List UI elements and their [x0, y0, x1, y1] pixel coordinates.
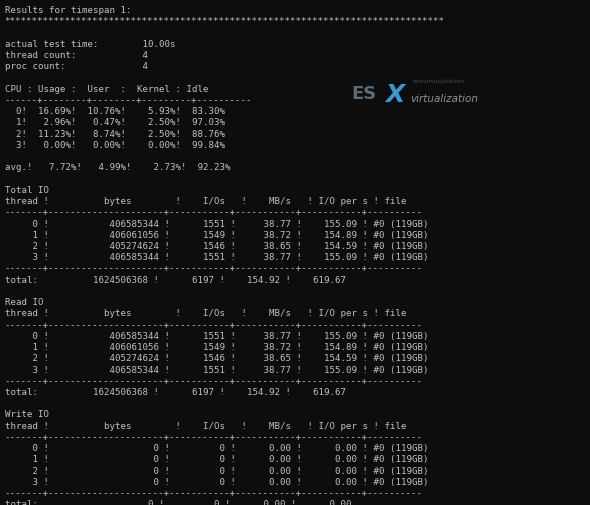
- Text: 1 !           406061056 !      1549 !     38.72 !    154.89 ! #0 (119GB): 1 ! 406061056 ! 1549 ! 38.72 ! 154.89 ! …: [5, 230, 428, 239]
- Text: 2 !                   0 !         0 !      0.00 !      0.00 ! #0 (119GB): 2 ! 0 ! 0 ! 0.00 ! 0.00 ! #0 (119GB): [5, 466, 428, 475]
- Text: 0 !                   0 !         0 !      0.00 !      0.00 ! #0 (119GB): 0 ! 0 ! 0 ! 0.00 ! 0.00 ! #0 (119GB): [5, 443, 428, 452]
- Text: thread count:            4: thread count: 4: [5, 51, 148, 60]
- Text: avg.!   7.72%!   4.99%!    2.73%!  92.23%: avg.! 7.72%! 4.99%! 2.73%! 92.23%: [5, 163, 230, 172]
- Text: actual test time:        10.00s: actual test time: 10.00s: [5, 40, 175, 48]
- Text: 2 !           405274624 !      1546 !     38.65 !    154.59 ! #0 (119GB): 2 ! 405274624 ! 1546 ! 38.65 ! 154.59 ! …: [5, 241, 428, 250]
- Text: 0 !           406585344 !      1551 !     38.77 !    155.09 ! #0 (119GB): 0 ! 406585344 ! 1551 ! 38.77 ! 155.09 ! …: [5, 331, 428, 340]
- Text: Read IO: Read IO: [5, 297, 43, 307]
- Text: 3 !           406585344 !      1551 !     38.77 !    155.09 ! #0 (119GB): 3 ! 406585344 ! 1551 ! 38.77 ! 155.09 ! …: [5, 252, 428, 262]
- Text: total:          1624506368 !      6197 !    154.92 !    619.67: total: 1624506368 ! 6197 ! 154.92 ! 619.…: [5, 387, 346, 396]
- Text: ********************************************************************************: ****************************************…: [5, 17, 445, 26]
- Text: thread !          bytes        !    I/Os   !    MB/s   ! I/O per s ! file: thread ! bytes ! I/Os ! MB/s ! I/O per s…: [5, 309, 407, 318]
- Text: 3 !           406585344 !      1551 !     38.77 !    155.09 ! #0 (119GB): 3 ! 406585344 ! 1551 ! 38.77 ! 155.09 ! …: [5, 365, 428, 374]
- Text: thread !          bytes        !    I/Os   !    MB/s   ! I/O per s ! file: thread ! bytes ! I/Os ! MB/s ! I/O per s…: [5, 196, 407, 206]
- Text: -------+---------------------+-----------+-----------+-----------+----------: -------+---------------------+----------…: [5, 432, 422, 441]
- Text: 1 !           406061056 !      1549 !     38.72 !    154.89 ! #0 (119GB): 1 ! 406061056 ! 1549 ! 38.72 ! 154.89 ! …: [5, 342, 428, 351]
- Text: -------+---------------------+-----------+-----------+-----------+----------: -------+---------------------+----------…: [5, 488, 422, 497]
- Text: 3 !                   0 !         0 !      0.00 !      0.00 ! #0 (119GB): 3 ! 0 ! 0 ! 0.00 ! 0.00 ! #0 (119GB): [5, 477, 428, 486]
- Text: -------+---------------------+-----------+-----------+-----------+----------: -------+---------------------+----------…: [5, 208, 422, 217]
- Text: 3!   0.00%!   0.00%!    0.00%!  99.84%: 3! 0.00%! 0.00%! 0.00%! 99.84%: [5, 140, 225, 149]
- Text: Total IO: Total IO: [5, 185, 49, 194]
- Text: total:          1624506368 !      6197 !    154.92 !    619.67: total: 1624506368 ! 6197 ! 154.92 ! 619.…: [5, 275, 346, 284]
- Text: Write IO: Write IO: [5, 410, 49, 419]
- Text: CPU : Usage :  User  :  Kernel : Idle: CPU : Usage : User : Kernel : Idle: [5, 84, 208, 93]
- Text: -------+---------------------+-----------+-----------+-----------+----------: -------+---------------------+----------…: [5, 320, 422, 329]
- Text: ------+--------+--------+---------+----------: ------+--------+--------+---------+-----…: [5, 96, 252, 105]
- Text: 1!   2.96%!   0.47%!    2.50%!  97.03%: 1! 2.96%! 0.47%! 2.50%! 97.03%: [5, 118, 225, 127]
- Text: proc count:              4: proc count: 4: [5, 62, 148, 71]
- Text: 0 !           406585344 !      1551 !     38.77 !    155.09 ! #0 (119GB): 0 ! 406585344 ! 1551 ! 38.77 ! 155.09 ! …: [5, 219, 428, 228]
- Text: thread !          bytes        !    I/Os   !    MB/s   ! I/O per s ! file: thread ! bytes ! I/Os ! MB/s ! I/O per s…: [5, 421, 407, 430]
- Text: X: X: [385, 83, 405, 107]
- Text: 2 !           405274624 !      1546 !     38.65 !    154.59 ! #0 (119GB): 2 ! 405274624 ! 1546 ! 38.65 ! 154.59 ! …: [5, 354, 428, 363]
- Text: esxvirtualization: esxvirtualization: [413, 79, 465, 84]
- Text: -------+---------------------+-----------+-----------+-----------+----------: -------+---------------------+----------…: [5, 264, 422, 273]
- Text: -------+---------------------+-----------+-----------+-----------+----------: -------+---------------------+----------…: [5, 376, 422, 385]
- Text: virtualization: virtualization: [410, 94, 478, 104]
- Text: Results for timespan 1:: Results for timespan 1:: [5, 6, 131, 15]
- Text: 1 !                   0 !         0 !      0.00 !      0.00 ! #0 (119GB): 1 ! 0 ! 0 ! 0.00 ! 0.00 ! #0 (119GB): [5, 454, 428, 464]
- Text: 2!  11.23%!   8.74%!    2.50%!  88.76%: 2! 11.23%! 8.74%! 2.50%! 88.76%: [5, 129, 225, 138]
- Text: total:                    0 !         0 !      0.00 !      0.00: total: 0 ! 0 ! 0.00 ! 0.00: [5, 499, 351, 505]
- Text: ES: ES: [351, 85, 376, 103]
- Text: 0!  16.69%!  10.76%!    5.93%!  83.30%: 0! 16.69%! 10.76%! 5.93%! 83.30%: [5, 107, 225, 116]
